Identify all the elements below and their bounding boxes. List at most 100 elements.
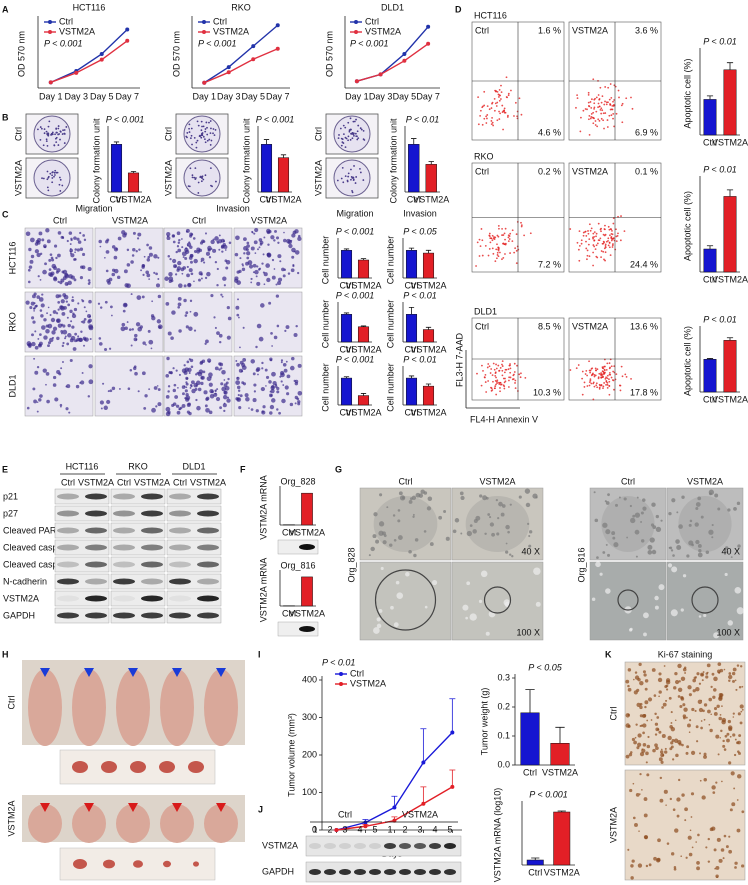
image-texture [136, 237, 140, 240]
colony [204, 141, 207, 144]
event [509, 252, 511, 254]
event [592, 111, 595, 114]
y-tick-label: 0.2 [497, 701, 510, 711]
image-texture [639, 702, 643, 706]
event [508, 379, 510, 382]
image-texture [288, 243, 293, 249]
event [501, 360, 504, 363]
image-texture [674, 828, 679, 833]
image-texture [182, 256, 185, 258]
image-texture [737, 774, 742, 779]
image-texture [214, 236, 219, 241]
image-texture [633, 740, 637, 745]
image-texture [181, 368, 187, 374]
image-texture [487, 513, 491, 516]
image-texture [694, 522, 699, 527]
image-texture [734, 866, 737, 869]
image-texture [271, 345, 273, 347]
image-texture [110, 314, 113, 317]
image-texture [107, 280, 111, 285]
image-texture [186, 403, 191, 408]
image-texture [175, 250, 178, 254]
event [606, 374, 609, 377]
event [520, 221, 522, 224]
image-texture [700, 720, 703, 722]
event [607, 225, 610, 228]
image-texture [214, 366, 219, 371]
legend-marker [48, 20, 52, 24]
image-texture [637, 733, 642, 738]
error-bar [420, 728, 427, 763]
quadrant-value: 10.3 % [533, 387, 561, 397]
image-texture [120, 326, 126, 332]
image-texture [177, 305, 181, 309]
image-texture [205, 339, 209, 344]
image-texture [277, 280, 282, 286]
event [607, 239, 609, 242]
image-texture [223, 379, 226, 381]
image-texture [484, 532, 487, 536]
image-texture [692, 678, 697, 683]
image-texture [177, 260, 182, 266]
image-texture [642, 670, 646, 674]
image-texture [602, 551, 606, 554]
event [621, 121, 624, 124]
event [489, 241, 492, 244]
group-label: VSTM2A [251, 215, 287, 225]
group-label: VSTM2A [13, 160, 23, 196]
event [481, 106, 484, 109]
event [618, 96, 620, 99]
image-texture [736, 799, 739, 801]
image-texture [690, 750, 696, 755]
image-texture [180, 267, 185, 272]
event [608, 378, 610, 381]
image-texture [719, 714, 722, 716]
image-texture [71, 298, 75, 303]
event [596, 242, 599, 245]
colony [197, 124, 200, 127]
image-texture [642, 506, 647, 511]
image-texture [180, 406, 183, 410]
image-texture [630, 864, 634, 868]
event [507, 240, 510, 243]
image-texture [64, 337, 67, 340]
colony [37, 128, 39, 131]
image-texture [157, 324, 163, 330]
image-texture [172, 258, 177, 264]
legend-marker [339, 672, 343, 676]
image-texture [732, 716, 735, 718]
error-bar [343, 376, 350, 379]
image-texture [657, 677, 663, 683]
error-bar [706, 95, 714, 100]
image-texture [76, 237, 80, 241]
event [501, 374, 504, 377]
event [485, 122, 488, 124]
event [593, 102, 596, 105]
event [520, 224, 523, 227]
image-texture [509, 503, 512, 506]
band [197, 544, 219, 551]
image-texture [271, 258, 275, 262]
image-texture [644, 679, 649, 683]
colony [49, 172, 52, 175]
event [591, 116, 594, 119]
image-texture [216, 388, 219, 391]
event [605, 103, 608, 106]
image-texture [673, 867, 677, 871]
image-texture [250, 408, 254, 411]
image-texture [655, 746, 659, 751]
image-texture [77, 240, 82, 244]
legend-marker [48, 30, 52, 34]
blot-strip [110, 556, 166, 573]
image-texture [271, 275, 276, 280]
band [299, 544, 315, 550]
event [491, 234, 494, 237]
image-texture [128, 328, 132, 332]
image-texture [635, 723, 638, 726]
image-texture [32, 320, 36, 324]
image-texture [272, 380, 277, 386]
event [588, 369, 591, 372]
image-texture [51, 258, 55, 262]
image-texture [47, 306, 50, 309]
event [487, 254, 490, 257]
